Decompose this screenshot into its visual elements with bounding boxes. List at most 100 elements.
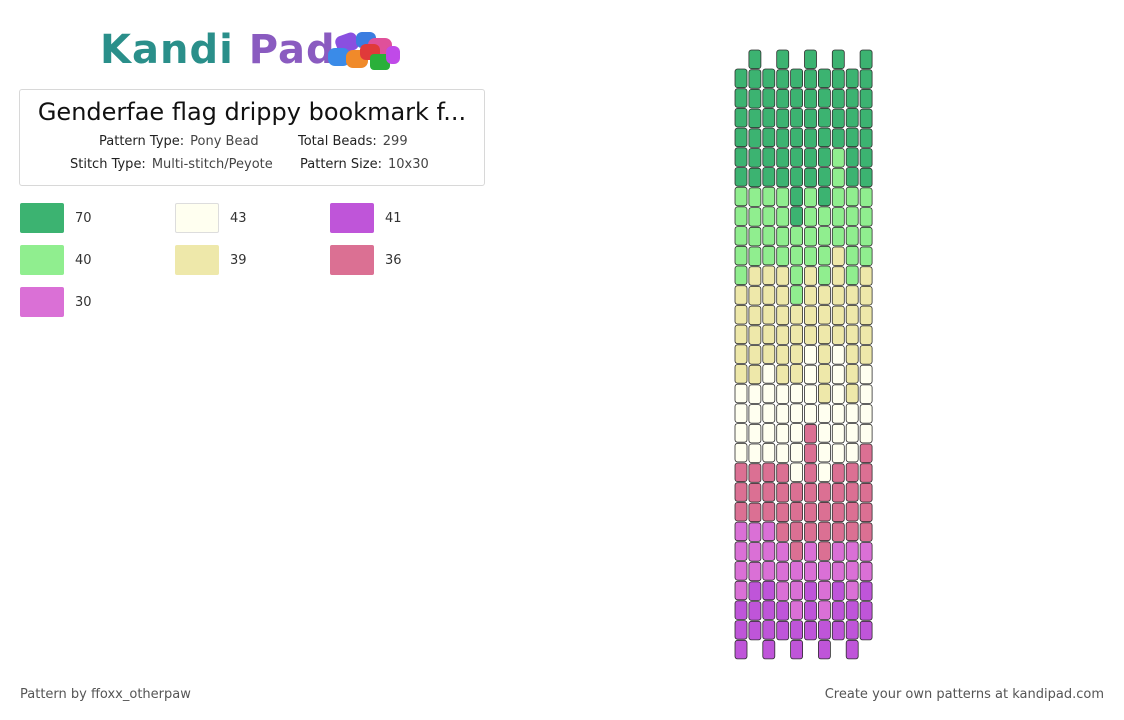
bead <box>734 423 748 443</box>
bead <box>804 542 817 562</box>
bead <box>859 49 873 70</box>
bead <box>831 463 845 483</box>
bead <box>776 89 790 109</box>
bead <box>845 88 859 108</box>
bead <box>748 69 762 89</box>
bead <box>859 108 873 129</box>
bead <box>734 265 748 286</box>
bead <box>734 285 748 305</box>
bead <box>776 463 790 483</box>
kandipad-promo-link[interactable]: Create your own patterns at kandipad.com <box>824 687 1104 702</box>
bead <box>790 206 803 226</box>
bead <box>762 127 776 148</box>
bead <box>804 522 817 542</box>
bead <box>804 502 817 523</box>
bead <box>859 620 873 641</box>
bead <box>734 68 748 89</box>
bead <box>790 186 803 207</box>
bead <box>818 501 831 522</box>
bead <box>804 108 817 129</box>
bead <box>790 167 803 187</box>
kandipad-logo[interactable]: Kandi Pad <box>100 26 400 74</box>
bead <box>748 561 762 582</box>
bead <box>845 68 859 89</box>
bead <box>790 462 803 483</box>
bead <box>859 581 873 601</box>
bead <box>804 443 817 464</box>
bead <box>734 501 748 522</box>
bead <box>748 49 762 70</box>
bead <box>762 521 776 542</box>
bead <box>859 482 873 503</box>
bead <box>790 265 803 286</box>
bead <box>762 68 776 89</box>
bead <box>859 542 873 562</box>
bead <box>831 502 845 523</box>
bead <box>790 127 803 148</box>
pattern-title: Genderfae flag drippy bookmark f... <box>37 98 467 126</box>
bead <box>818 482 831 502</box>
bead <box>804 345 817 365</box>
bead <box>734 600 748 620</box>
bead <box>790 403 803 423</box>
bead <box>804 561 817 582</box>
swatch-count-5: 36 <box>385 253 402 268</box>
bead <box>818 88 831 108</box>
bead <box>734 442 748 463</box>
bead <box>845 403 859 423</box>
bead <box>818 147 831 167</box>
swatch-count-3: 40 <box>75 253 92 268</box>
bead <box>776 167 790 188</box>
bead <box>762 403 776 423</box>
bead <box>818 423 831 443</box>
bead <box>859 325 873 345</box>
bead <box>776 404 790 424</box>
bead <box>776 285 790 306</box>
bead <box>804 89 817 109</box>
bead <box>734 639 748 660</box>
bead <box>734 304 748 325</box>
bead <box>776 49 790 70</box>
bead <box>804 305 817 326</box>
bead <box>804 207 817 227</box>
bead <box>748 226 762 247</box>
bead <box>831 404 845 424</box>
beads-logo-icon <box>328 32 400 70</box>
total-beads-row: Total Beads: 299 <box>298 134 408 149</box>
bead <box>845 167 859 187</box>
bead <box>845 186 859 207</box>
bead <box>831 49 845 70</box>
bead <box>734 127 748 148</box>
bead <box>818 561 831 581</box>
bead <box>831 522 845 542</box>
bead <box>776 482 790 503</box>
bead <box>818 541 831 561</box>
bead <box>804 423 817 444</box>
bead <box>831 108 845 129</box>
bead <box>804 601 817 621</box>
bead <box>859 463 873 483</box>
bead <box>790 245 803 266</box>
bead <box>845 442 859 463</box>
bead <box>831 285 845 306</box>
bead <box>762 147 776 167</box>
bead <box>831 482 845 503</box>
bead <box>790 482 803 502</box>
bead <box>762 108 776 128</box>
bead <box>776 502 790 523</box>
bead <box>831 581 845 601</box>
bead <box>831 345 845 365</box>
bead <box>845 521 859 542</box>
bead <box>804 364 817 385</box>
bead <box>859 384 873 404</box>
bead <box>818 462 831 483</box>
bead <box>859 522 873 542</box>
bead <box>762 600 776 620</box>
bead <box>748 167 762 188</box>
bead <box>804 69 817 89</box>
bead <box>762 620 776 640</box>
bead <box>776 384 790 404</box>
bead <box>845 324 859 345</box>
bead <box>859 167 873 188</box>
bead <box>790 541 803 561</box>
